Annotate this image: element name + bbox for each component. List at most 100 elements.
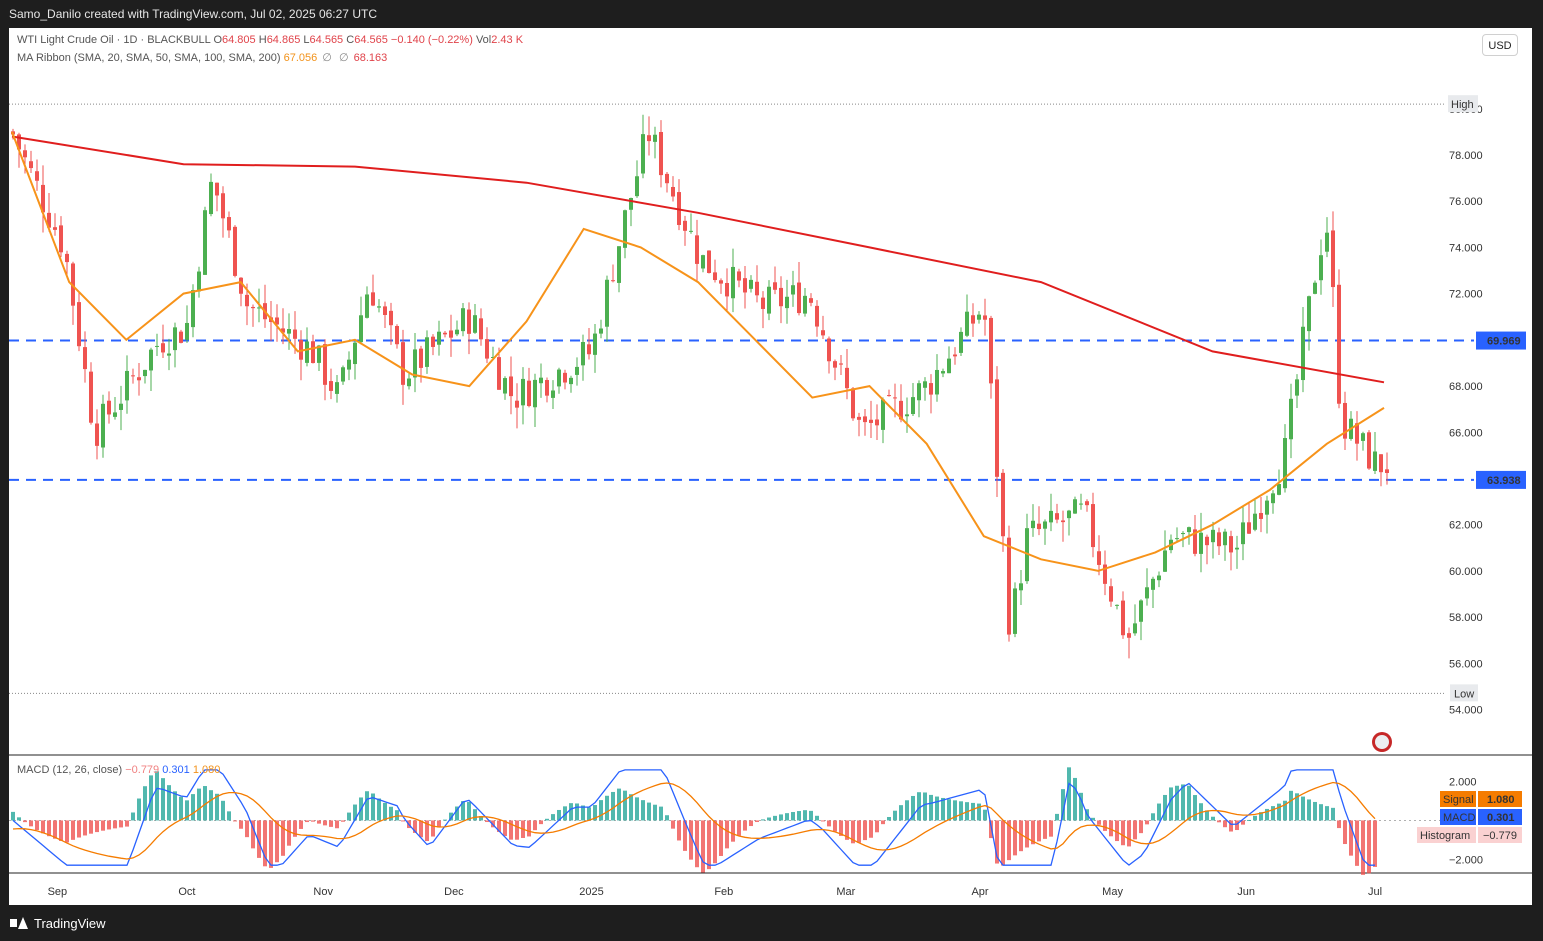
price-tick-label: 58.000 [1449,612,1483,624]
macd-line-value: 0.301 [162,764,190,776]
candle-body [431,336,435,347]
candle-body [1151,578,1155,590]
histogram-bar [1211,816,1215,821]
candle-body [1361,433,1365,441]
candle-body [563,372,567,383]
histogram-bar [95,820,99,833]
histogram-bar [341,820,345,822]
low-tag-box [1450,684,1478,702]
histogram-bar [1079,792,1083,821]
candle-body [1019,583,1023,591]
macd-histogram [11,767,1377,875]
histogram-bar [701,820,705,873]
histogram-bar [239,820,243,829]
candle-body [707,250,711,273]
candle-body [407,378,411,387]
candle-body [653,134,657,142]
candle-body [65,253,69,263]
close-value: 64.565 [354,34,388,46]
candle-body [17,134,21,150]
signal-line [12,781,1376,860]
candle-body [281,328,285,333]
histogram-bar [821,820,825,822]
tradingview-logo-icon [10,917,28,929]
candle-body [671,186,675,197]
histogram-bar [29,820,33,827]
histogram-bar [419,820,423,838]
chart-svg[interactable]: 80.00078.00076.00074.00072.00068.00066.0… [9,28,1532,905]
histogram-bar [905,800,909,821]
histogram-bar [101,820,105,831]
histogram-bar [257,820,261,858]
candle-body [461,308,465,332]
histogram-bar [113,820,117,829]
candle-body [893,397,897,399]
candle-body [83,347,87,370]
macd-value: 0.301 [1487,812,1515,824]
candle-body [1073,499,1077,514]
histogram-bar [395,810,399,821]
chart-attribution: Samo_Danilo created with TradingView.com… [9,7,377,21]
histogram-bar [839,820,843,836]
histogram-bar [53,820,57,839]
candle-body [371,292,375,306]
histogram-bar [1007,820,1011,861]
histogram-bar [605,795,609,821]
us-flag-icon-inner [1375,735,1389,749]
histogram-bar [83,820,87,836]
histogram-bar [1145,820,1149,825]
candle-body [875,419,879,426]
histogram-bar [155,771,159,821]
candle-body [869,419,873,423]
candle-body [1139,600,1143,622]
signal-label: Signal [1443,794,1474,806]
histogram-bar [827,820,831,827]
candle-body [539,377,543,384]
candle-body [1379,454,1383,473]
currency-button[interactable]: USD [1482,34,1518,56]
histogram-bar [479,816,483,821]
candle-body [749,279,753,289]
chart-panel[interactable]: 80.00078.00076.00074.00072.00068.00066.0… [9,28,1532,905]
candle-body [323,344,327,385]
histogram-bar [383,802,387,821]
candle-body [1265,500,1269,515]
candle-body [983,315,987,320]
ma20-line [11,131,1385,572]
candle-body [1343,402,1347,439]
candle-body [1337,284,1341,404]
price-tick-label: 66.000 [1449,427,1483,439]
candle-body [329,381,333,391]
histogram-bar [929,794,933,821]
candle-body [1253,513,1257,530]
histogram-bar [1163,794,1167,821]
candle-body [1097,551,1101,565]
histogram-bar [1151,813,1155,821]
candle-body [815,305,819,327]
histogram-bar [1193,795,1197,821]
candle-body [161,343,165,353]
candle-body [389,310,393,326]
histogram-bar [527,820,531,837]
candle-body [1367,432,1371,469]
histogram-bar [833,820,837,832]
histogram-bar [365,791,369,821]
histogram-bar [1229,820,1233,832]
candle-body [287,329,291,334]
histogram-bar [203,786,207,821]
histogram-bar [1103,820,1107,831]
histogram-bar [989,820,993,839]
histogram-bar [371,793,375,821]
histogram-bar [59,820,63,841]
histogram-bar [875,820,879,833]
candle-body [1193,529,1197,554]
low-tag: Low [1454,688,1474,700]
candle-body [785,296,789,309]
histogram-bar [1139,820,1143,834]
histogram-bar [941,797,945,821]
candle-body [1001,472,1005,537]
histogram-bar [551,814,555,821]
histogram-bar [1055,813,1059,821]
candle-body [1181,533,1185,535]
histogram-bar [1259,812,1263,821]
